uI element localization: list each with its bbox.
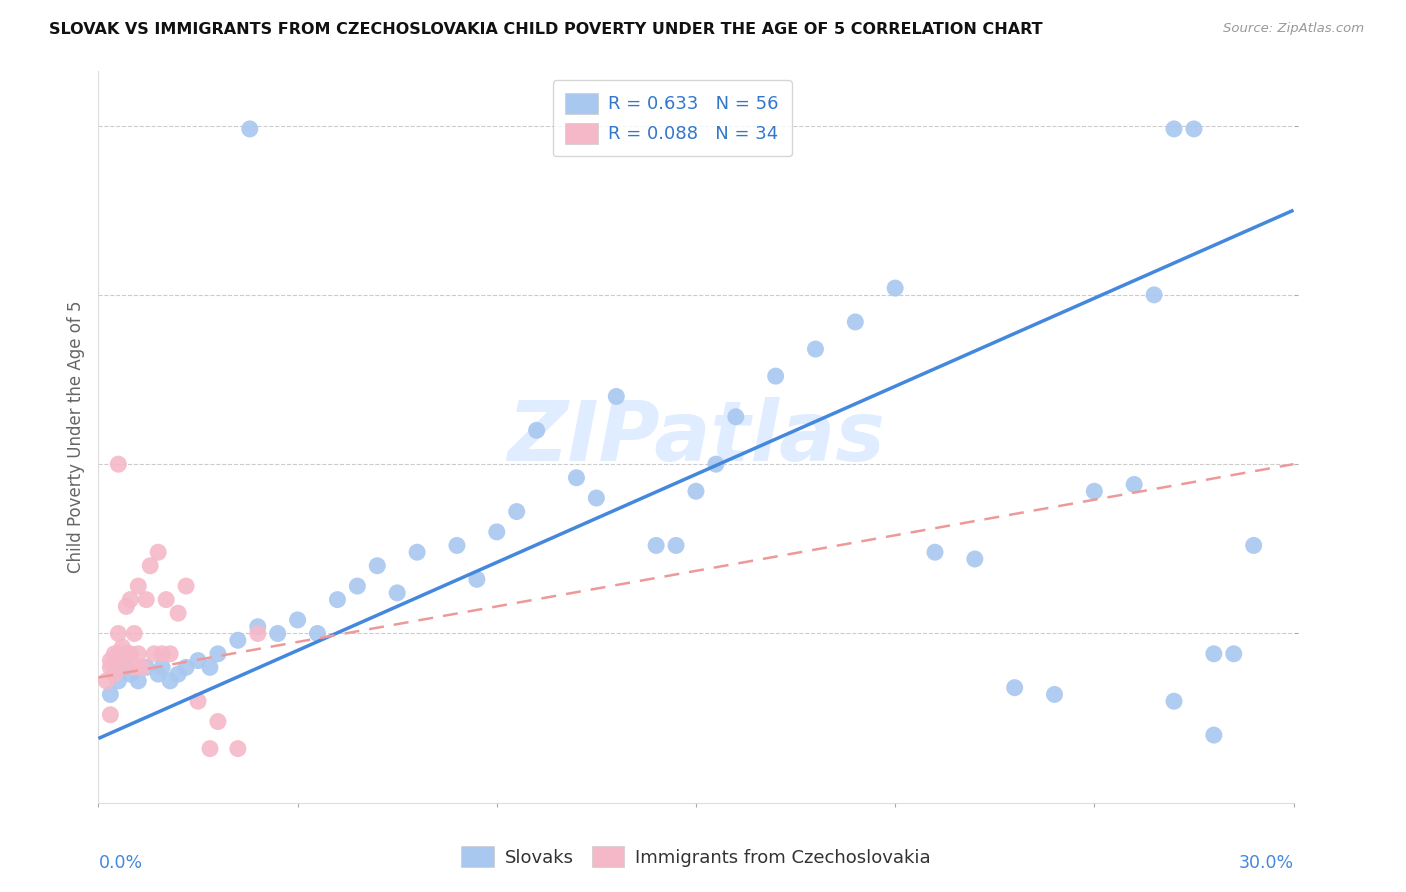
Text: 0.0%: 0.0% <box>98 854 142 872</box>
Point <box>120 647 142 661</box>
Point <box>645 538 668 552</box>
Point <box>120 592 142 607</box>
Point <box>465 572 488 586</box>
Point <box>124 660 146 674</box>
Point <box>148 545 170 559</box>
Point <box>1202 728 1225 742</box>
Point <box>111 640 134 654</box>
Point <box>103 667 125 681</box>
Point <box>406 545 429 559</box>
Point <box>385 586 409 600</box>
Point <box>307 626 329 640</box>
Point <box>198 660 221 674</box>
Point <box>98 707 122 722</box>
Legend: Slovaks, Immigrants from Czechoslovakia: Slovaks, Immigrants from Czechoslovakia <box>454 839 938 874</box>
Point <box>150 660 173 674</box>
Point <box>1223 647 1246 661</box>
Point <box>115 647 138 661</box>
Point <box>107 626 129 640</box>
Text: SLOVAK VS IMMIGRANTS FROM CZECHOSLOVAKIA CHILD POVERTY UNDER THE AGE OF 5 CORREL: SLOVAK VS IMMIGRANTS FROM CZECHOSLOVAKIA… <box>49 22 1043 37</box>
Point <box>506 505 529 519</box>
Point <box>207 647 229 661</box>
Point <box>1163 694 1185 708</box>
Point <box>98 654 122 668</box>
Point <box>96 673 118 688</box>
Point <box>127 579 149 593</box>
Point <box>115 599 138 614</box>
Point <box>924 545 946 559</box>
Point <box>1202 647 1225 661</box>
Point <box>124 626 146 640</box>
Point <box>226 633 249 648</box>
Point <box>187 654 209 668</box>
Point <box>1123 477 1146 491</box>
Point <box>107 647 129 661</box>
Point <box>585 491 607 505</box>
Point <box>167 606 190 620</box>
Y-axis label: Child Poverty Under the Age of 5: Child Poverty Under the Age of 5 <box>66 301 84 574</box>
Point <box>207 714 229 729</box>
Point <box>127 647 149 661</box>
Point <box>963 552 986 566</box>
Point <box>198 741 221 756</box>
Point <box>1004 681 1026 695</box>
Point <box>174 660 197 674</box>
Point <box>246 620 269 634</box>
Point <box>804 342 827 356</box>
Point <box>685 484 707 499</box>
Point <box>844 315 866 329</box>
Point <box>884 281 907 295</box>
Point <box>127 673 149 688</box>
Point <box>135 660 157 674</box>
Point <box>1182 122 1205 136</box>
Point <box>1043 688 1066 702</box>
Point <box>135 592 157 607</box>
Point <box>143 647 166 661</box>
Point <box>226 741 249 756</box>
Point <box>526 423 548 437</box>
Point <box>346 579 368 593</box>
Point <box>605 389 627 403</box>
Point <box>1163 122 1185 136</box>
Point <box>107 673 129 688</box>
Point <box>1143 288 1166 302</box>
Point <box>98 660 122 674</box>
Point <box>103 647 125 661</box>
Point <box>1243 538 1265 552</box>
Point <box>139 558 162 573</box>
Point <box>366 558 388 573</box>
Point <box>326 592 349 607</box>
Point <box>1083 484 1105 499</box>
Point <box>446 538 468 552</box>
Point <box>174 579 197 593</box>
Point <box>150 647 173 661</box>
Point <box>704 457 727 471</box>
Point <box>287 613 309 627</box>
Point <box>107 457 129 471</box>
Point <box>765 369 787 384</box>
Text: 30.0%: 30.0% <box>1239 854 1294 872</box>
Text: ZIPatlas: ZIPatlas <box>508 397 884 477</box>
Point <box>187 694 209 708</box>
Point <box>246 626 269 640</box>
Point <box>724 409 747 424</box>
Point <box>565 471 588 485</box>
Point <box>155 592 177 607</box>
Text: Source: ZipAtlas.com: Source: ZipAtlas.com <box>1223 22 1364 36</box>
Point <box>131 660 153 674</box>
Point <box>111 660 134 674</box>
Point <box>267 626 290 640</box>
Point <box>167 667 190 681</box>
Point <box>159 647 181 661</box>
Point <box>148 667 170 681</box>
Point <box>665 538 688 552</box>
Point <box>115 660 138 674</box>
Point <box>239 122 262 136</box>
Point <box>120 667 142 681</box>
Point <box>485 524 508 539</box>
Point <box>159 673 181 688</box>
Point <box>98 688 122 702</box>
